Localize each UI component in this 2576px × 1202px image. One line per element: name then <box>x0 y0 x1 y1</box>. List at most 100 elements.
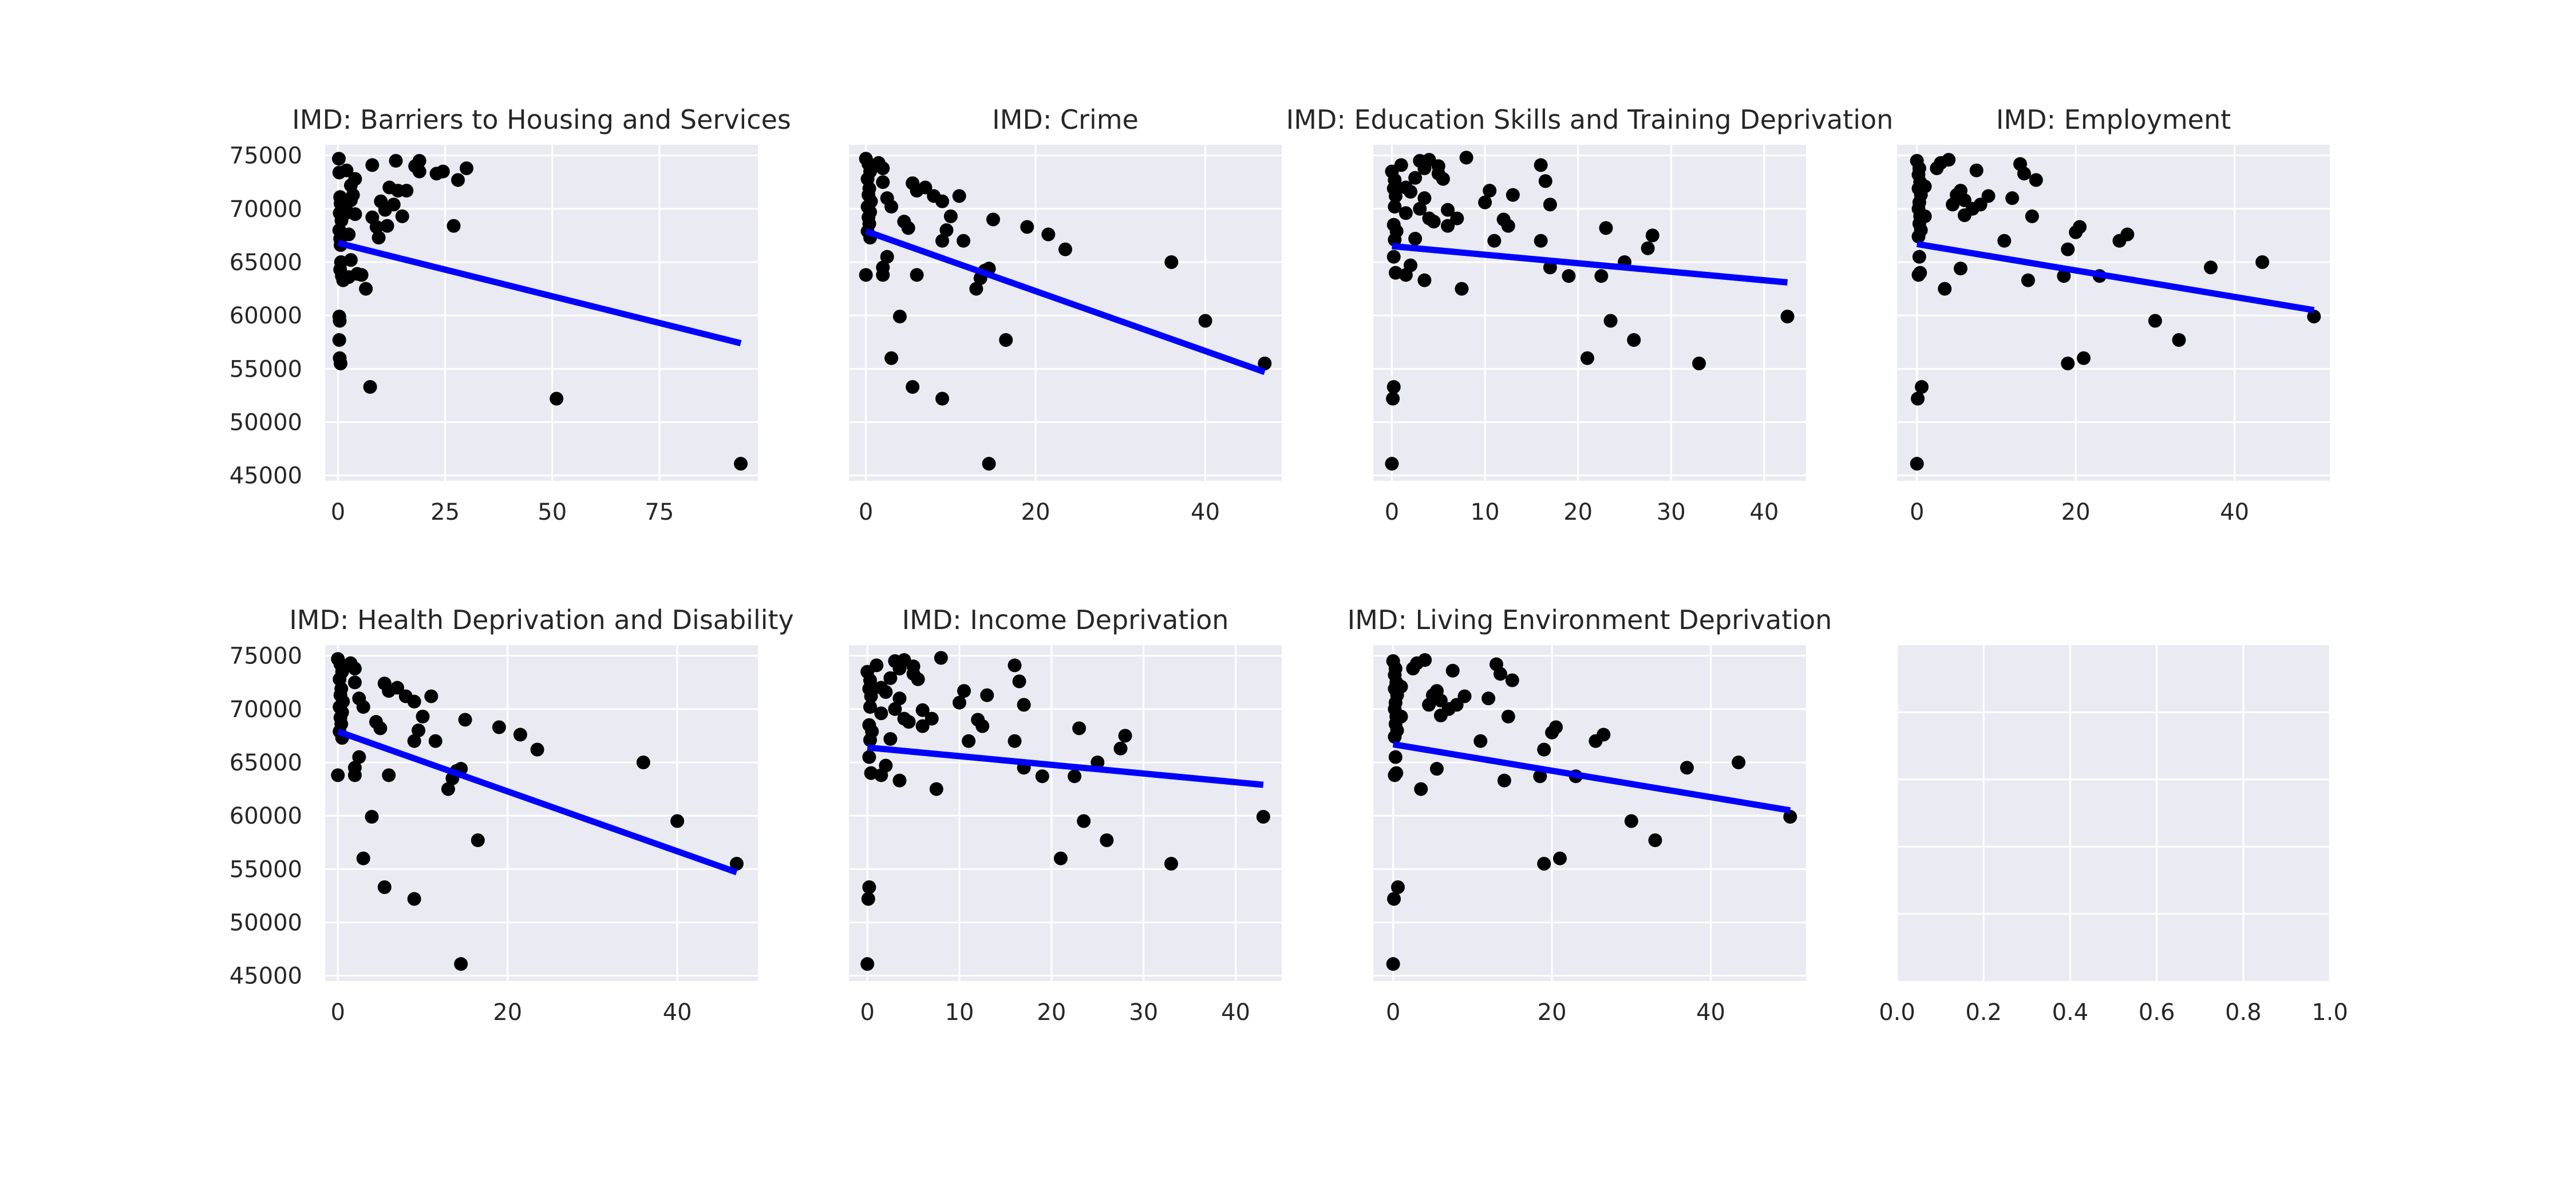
y-tick-label: 45000 <box>230 463 302 489</box>
plot-area <box>849 145 1282 481</box>
data-point <box>915 703 930 717</box>
data-point <box>1418 653 1432 667</box>
subplot-5: 0 20 40 45000 50000 55000 60000 65000 70000 75000… <box>230 604 794 1026</box>
data-point <box>980 688 994 702</box>
data-point <box>331 152 346 166</box>
data-point <box>2255 255 2270 269</box>
data-point <box>975 719 990 733</box>
data-point <box>2203 260 2218 275</box>
data-point <box>1394 158 1408 172</box>
data-point <box>862 880 876 895</box>
x-tick-label: 0 <box>1386 999 1400 1026</box>
subplot-8: 0.0 0.2 0.4 0.6 0.8 1.0 <box>1879 645 2348 1026</box>
x-tick-label: 40 <box>1191 499 1220 525</box>
regression-line <box>1392 741 1791 814</box>
data-point <box>352 750 366 764</box>
data-point <box>447 219 461 233</box>
data-point <box>1417 191 1432 205</box>
data-point <box>864 689 878 703</box>
data-point <box>902 715 916 729</box>
data-point <box>2017 167 2031 181</box>
data-point <box>1445 663 1460 678</box>
regression-line <box>337 728 738 876</box>
data-point <box>1386 392 1400 406</box>
x-tick-label: 10 <box>1471 499 1500 525</box>
data-point <box>1627 333 1641 347</box>
data-point <box>969 282 983 296</box>
data-point <box>860 957 875 971</box>
y-tick-label: 75000 <box>230 143 302 169</box>
data-point <box>1537 857 1551 871</box>
subplot-title: IMD: Employment <box>1996 104 2231 135</box>
y-tick-label: 60000 <box>230 303 302 329</box>
data-point <box>1408 171 1423 185</box>
data-point <box>1386 250 1401 264</box>
data-point <box>2025 209 2039 223</box>
data-point <box>1198 314 1212 328</box>
subplot-title: IMD: Income Deprivation <box>902 604 1229 635</box>
data-point <box>1113 741 1128 756</box>
data-point <box>1017 698 1031 712</box>
data-point <box>876 161 890 175</box>
y-tick-label: 45000 <box>230 963 302 990</box>
data-point <box>373 721 388 736</box>
data-point <box>729 857 744 871</box>
y-tick-label: 65000 <box>230 750 302 776</box>
x-tick-label: 40 <box>1696 999 1725 1026</box>
data-point <box>1414 782 1428 796</box>
data-point <box>471 833 485 848</box>
data-point <box>1077 814 1091 828</box>
data-point <box>1912 250 1926 264</box>
subplot-7: 0 20 40 IMD: Living Environment Deprivation <box>1348 604 1832 1026</box>
subplot-title: IMD: Barriers to Housing and Services <box>292 104 791 135</box>
data-point <box>2120 227 2135 242</box>
data-point <box>407 694 421 709</box>
data-point <box>1487 234 1502 248</box>
data-point <box>1389 266 1403 280</box>
data-point <box>934 651 948 665</box>
x-tick-label: 20 <box>1021 499 1050 525</box>
data-point <box>1911 392 1925 406</box>
data-point <box>962 734 976 748</box>
data-point <box>356 851 370 865</box>
data-point <box>331 768 345 782</box>
data-point <box>365 810 379 824</box>
data-point <box>1417 273 1432 287</box>
data-point <box>1501 709 1515 723</box>
data-point <box>1012 674 1026 689</box>
data-point <box>1068 769 1082 784</box>
data-point <box>1562 269 1576 283</box>
x-tick-label: 0 <box>1910 499 1924 525</box>
data-point <box>906 659 920 674</box>
data-point <box>2029 173 2043 187</box>
data-point <box>1918 209 1932 223</box>
data-point <box>883 732 898 746</box>
data-point <box>1053 851 1068 865</box>
data-point <box>348 207 362 222</box>
data-point <box>372 231 386 245</box>
data-point <box>884 351 899 365</box>
data-point <box>424 689 438 703</box>
data-point <box>451 173 465 187</box>
data-point <box>1455 282 1469 296</box>
subplot-title: IMD: Education Skills and Training Depri… <box>1286 104 1894 135</box>
x-tick-label: 0 <box>331 499 345 525</box>
x-tick-label: 0.8 <box>2225 999 2262 1026</box>
data-point <box>395 209 409 223</box>
x-tick-label: 0.4 <box>2052 999 2089 1026</box>
data-point <box>1389 189 1403 203</box>
data-point <box>1915 380 1929 394</box>
data-point <box>957 234 971 248</box>
data-point <box>339 163 354 177</box>
data-point <box>1534 158 1548 172</box>
data-point <box>1164 255 1179 269</box>
data-point <box>892 691 907 706</box>
x-tick-label: 20 <box>2061 499 2091 525</box>
y-tick-label: 50000 <box>230 910 302 936</box>
data-point <box>380 219 394 233</box>
y-tick-label: 70000 <box>230 697 302 723</box>
data-point <box>1398 206 1413 220</box>
data-point <box>910 268 924 282</box>
data-point <box>436 164 450 179</box>
data-point <box>530 742 544 757</box>
